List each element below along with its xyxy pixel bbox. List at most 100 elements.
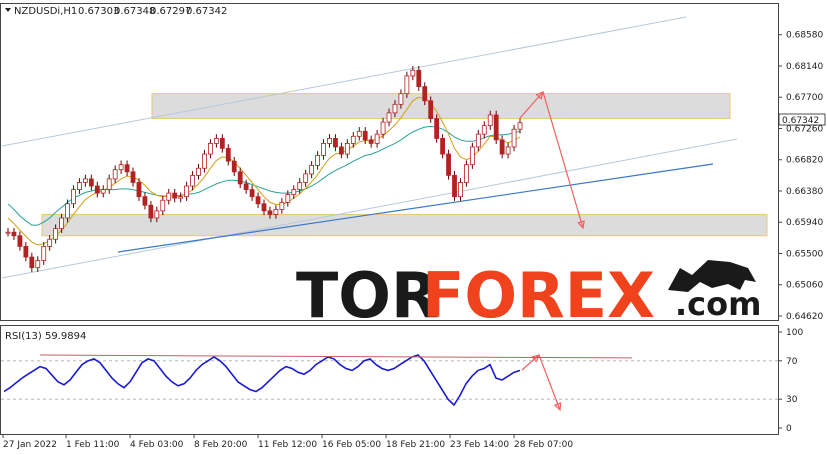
candle-body <box>469 146 475 166</box>
candle-body <box>160 199 166 212</box>
channel-lower-line <box>1 138 738 279</box>
candle-body <box>428 100 434 119</box>
ohlc-close: 0.67342 <box>186 6 227 17</box>
candle-body <box>213 138 219 144</box>
price-tick-label: 0.67700 <box>786 93 823 103</box>
candle-body <box>53 228 59 240</box>
candle-body <box>380 121 386 135</box>
candle-body <box>77 182 82 190</box>
current-price-box <box>778 113 826 126</box>
price-tick-label: 0.65500 <box>786 249 823 259</box>
candle-body <box>350 135 356 144</box>
symbol-label: NZDUSDi,H1 <box>14 6 77 17</box>
rsi-tick-label: 0 <box>786 424 792 434</box>
candle-body <box>154 210 160 219</box>
candle-body <box>434 118 440 139</box>
current-price-label: 0.67342 <box>782 116 819 126</box>
ohlc-high: 0.67348 <box>114 6 155 17</box>
candle-body <box>59 217 64 230</box>
time-tick-label: 16 Feb 05:00 <box>322 440 381 450</box>
candle-body <box>279 201 285 210</box>
candle-body <box>273 209 279 215</box>
candle-body <box>344 143 350 155</box>
logo-text-com: .com <box>675 285 761 323</box>
candle-body <box>321 143 326 156</box>
candle-body <box>440 138 446 155</box>
candle-body <box>243 183 249 190</box>
price-tick-label: 0.66380 <box>786 187 823 197</box>
candle-body <box>184 185 190 198</box>
candle-body <box>11 231 17 237</box>
bull-icon <box>668 260 756 292</box>
rsi-axis: 100 70 30 0 <box>778 328 803 434</box>
candle-body <box>303 173 309 183</box>
symbol-dropdown-icon[interactable] <box>5 8 11 12</box>
candle-body <box>368 139 374 144</box>
candle-body <box>261 203 267 212</box>
price-zone <box>151 93 731 120</box>
rsi-panel-frame <box>0 325 779 435</box>
candle-body <box>118 164 124 171</box>
candle-body <box>88 178 94 187</box>
candle-body <box>237 171 243 185</box>
rsi-arrow-up-head <box>531 354 541 363</box>
time-tick-label: 27 Jan 2022 <box>3 440 57 450</box>
candle-body <box>196 167 201 176</box>
main-chart-frame <box>0 3 779 321</box>
price-zone <box>41 213 768 237</box>
candle-body <box>71 189 76 205</box>
candle-body <box>309 165 315 175</box>
candle-body <box>166 192 172 201</box>
candle-body <box>422 86 428 102</box>
forecast-arrow-up-head <box>535 90 544 100</box>
candle-body <box>29 256 35 269</box>
candle-body <box>65 203 70 219</box>
price-tick-label: 0.64620 <box>786 312 823 322</box>
candle-body <box>410 69 416 77</box>
candle-body <box>327 138 332 144</box>
candle-body <box>41 245 47 261</box>
candle-body <box>142 196 148 206</box>
candle-body <box>267 210 273 215</box>
time-tick-label: 28 Feb 07:00 <box>514 440 573 450</box>
time-tick-label: 8 Feb 20:00 <box>194 440 248 450</box>
candle-body <box>475 133 481 148</box>
candle-body <box>446 153 451 176</box>
price-tick-label: 0.65940 <box>786 218 823 228</box>
candle-body <box>362 130 368 141</box>
candle-body <box>94 185 100 194</box>
candle-body <box>231 160 237 173</box>
forecast-arrow-down-head <box>577 220 585 230</box>
forecast-arrow-down <box>542 91 584 229</box>
rsi-tick-label: 100 <box>786 328 803 338</box>
candle-body <box>106 178 112 190</box>
candle-body <box>338 146 344 155</box>
price-axis: 0.68580 0.68140 0.67700 0.67260 0.66820 0.663… <box>778 31 823 322</box>
forecast-arrows-layer <box>519 90 585 412</box>
rsi-arrow-down <box>538 354 561 411</box>
candle-body <box>297 182 303 190</box>
ohlc-low: 0.67297 <box>150 6 191 17</box>
candle-body <box>517 122 523 130</box>
candle-body <box>291 189 297 195</box>
candle-body <box>505 146 511 155</box>
torforex-logo: TOR FOREX .com <box>296 259 761 332</box>
logo-text-forex: FOREX <box>422 259 655 332</box>
rsi-label: RSI(13) 59.9894 <box>5 331 86 342</box>
candle-body <box>511 128 517 148</box>
candle-body <box>208 143 213 155</box>
zones-layer <box>41 93 768 237</box>
candle-body <box>374 133 380 144</box>
candle-body <box>100 189 106 194</box>
time-tick-label: 11 Feb 12:00 <box>258 440 317 450</box>
candle-body <box>202 153 207 169</box>
rsi-layer <box>1 354 778 407</box>
candle-body <box>148 204 154 219</box>
time-axis: 27 Jan 2022 1 Feb 11:00 4 Feb 03:00 8 Feb 2… <box>2 434 573 450</box>
candle-body <box>172 192 178 199</box>
candle-body <box>124 164 130 173</box>
candle-body <box>285 194 291 203</box>
candles-layer <box>5 65 523 272</box>
candle-body <box>386 112 392 123</box>
